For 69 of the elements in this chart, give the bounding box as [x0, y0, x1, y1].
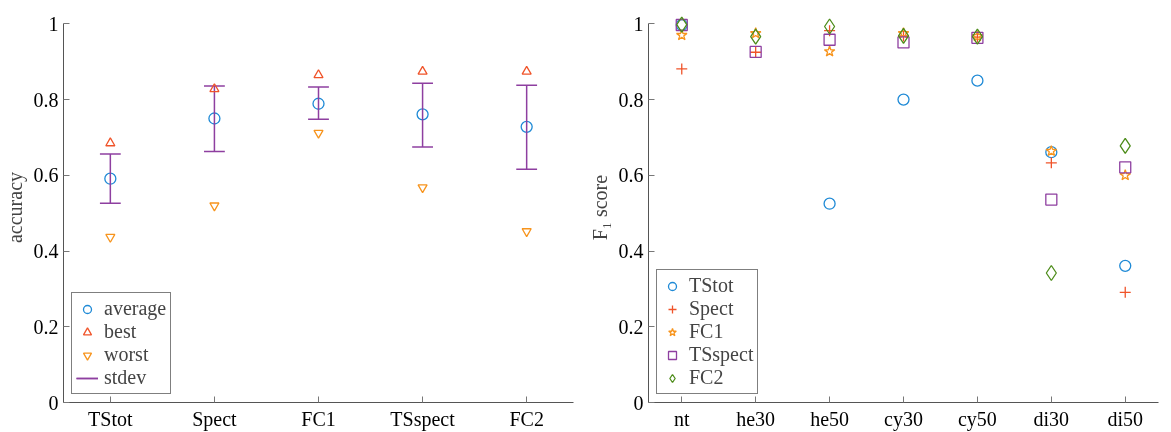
point	[897, 36, 910, 49]
point	[823, 33, 836, 46]
point	[823, 18, 836, 35]
point	[823, 197, 836, 210]
y-axis-title: accuracy	[3, 171, 27, 244]
y-tick-label: 0.4	[618, 240, 644, 263]
point	[208, 112, 221, 125]
point	[823, 24, 836, 37]
y-tick-label: 0.8	[618, 88, 644, 111]
y-tick-label: 0.6	[33, 164, 59, 187]
point	[417, 184, 428, 194]
legend-label: Spect	[689, 297, 734, 320]
x-tick-label: TSspect	[390, 407, 456, 431]
y-tick-label: 0.6	[618, 164, 644, 187]
y-tick-label: 0.2	[33, 315, 59, 338]
legend-label: FC2	[689, 366, 724, 389]
point	[749, 27, 762, 39]
x-tick-label: nt	[673, 407, 690, 430]
point	[675, 29, 688, 41]
point	[1045, 193, 1058, 206]
legend-label: TStot	[689, 274, 734, 297]
legend-label: FC1	[689, 320, 724, 343]
y-axis-title: F₁ score	[588, 174, 611, 241]
y-tick-label: 0	[48, 391, 59, 414]
point	[312, 97, 325, 110]
x-tick-label: Spect	[192, 407, 238, 431]
x-tick-label: he30	[736, 407, 776, 430]
point	[417, 65, 428, 75]
point	[1119, 137, 1131, 154]
legend-label: best	[104, 320, 137, 343]
point	[313, 129, 324, 139]
x-tick-label: FC2	[509, 407, 544, 430]
point	[1119, 259, 1132, 272]
point	[675, 62, 688, 76]
x-tick-label: FC1	[301, 407, 336, 430]
y-tick-label: 1	[633, 12, 644, 35]
point	[521, 65, 532, 75]
point	[209, 202, 220, 212]
point	[750, 28, 762, 45]
x-tick-label: di50	[1107, 407, 1144, 430]
point	[1045, 156, 1058, 169]
y-tick-label: 1	[48, 12, 59, 35]
point	[105, 137, 116, 147]
point	[104, 172, 117, 185]
x-tick-label: cy30	[884, 407, 923, 431]
point	[313, 69, 324, 79]
point	[209, 83, 220, 93]
x-tick-label: TStot	[88, 407, 134, 430]
point	[520, 120, 533, 133]
point	[416, 108, 429, 121]
y-tick-label: 0.4	[33, 240, 59, 263]
point	[1119, 169, 1132, 181]
point	[521, 228, 532, 238]
x-tick-label: he50	[810, 407, 850, 430]
point	[1119, 161, 1132, 174]
y-tick-label: 0.2	[618, 315, 644, 338]
point	[897, 93, 910, 106]
point	[105, 233, 116, 243]
legend-label: TSspect	[689, 343, 754, 366]
y-tick-label: 0	[633, 391, 644, 414]
legend-label: stdev	[104, 366, 147, 389]
point	[971, 74, 984, 87]
y-tick-label: 0.8	[33, 88, 59, 111]
point	[1119, 286, 1132, 299]
x-tick-label: cy50	[957, 407, 997, 431]
x-tick-label: di30	[1033, 407, 1070, 430]
legend-label: worst	[104, 343, 149, 366]
legend-label: average	[104, 297, 167, 320]
point	[823, 45, 836, 57]
